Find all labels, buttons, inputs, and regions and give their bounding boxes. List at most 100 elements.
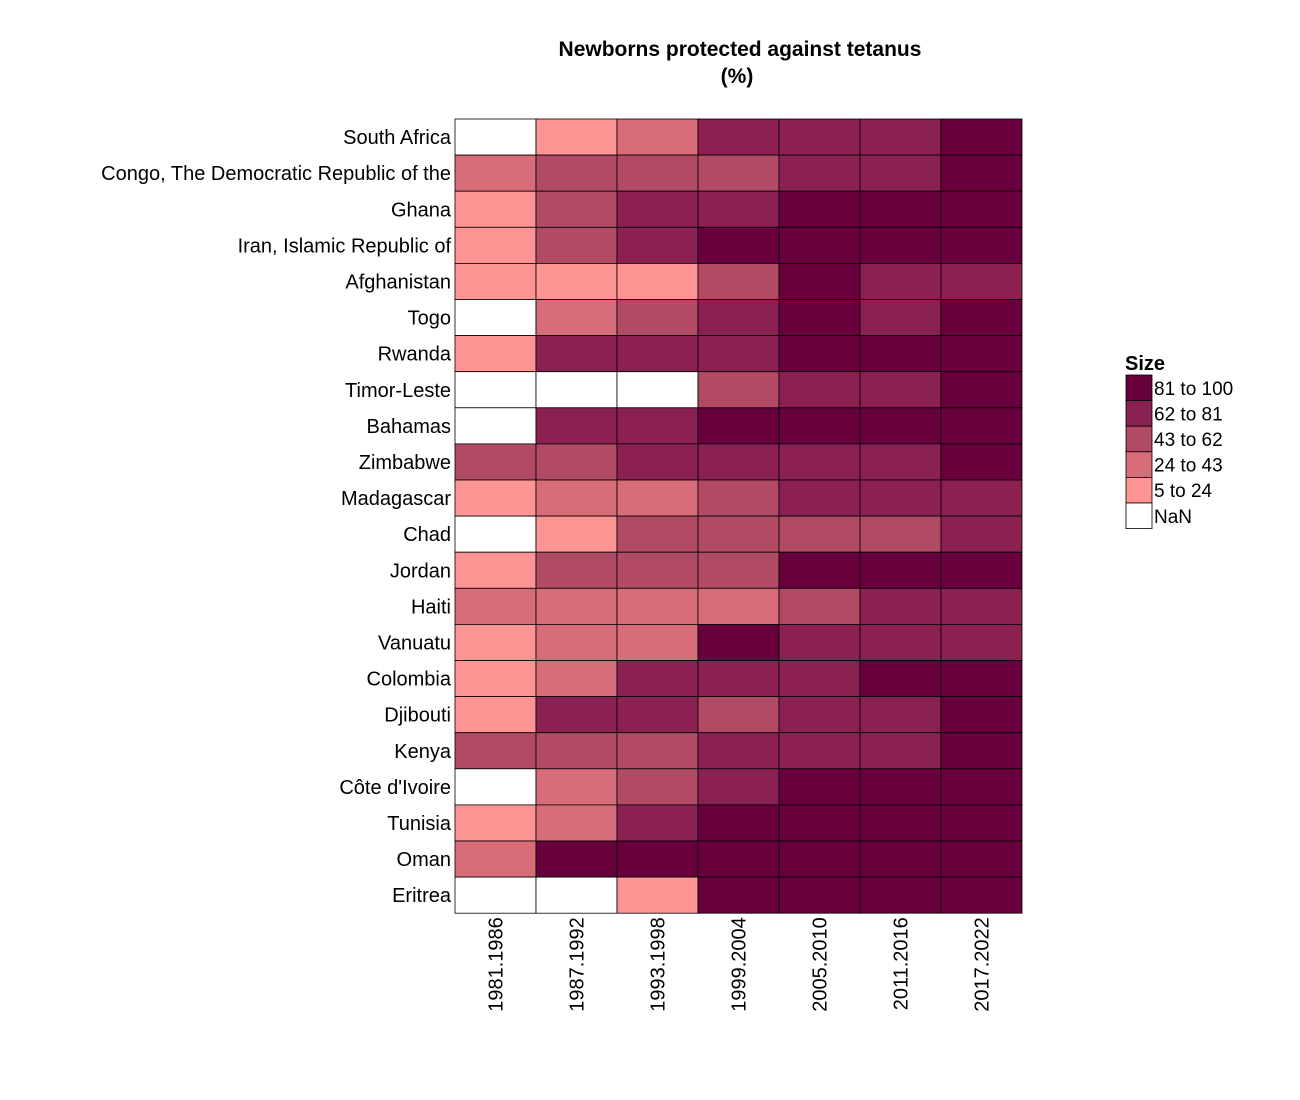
heatmap-cells xyxy=(454,118,1023,914)
heatmap-cell xyxy=(859,299,942,336)
heatmap-cell xyxy=(697,551,780,589)
heatmap-cell xyxy=(778,696,861,734)
heatmap-cell xyxy=(778,443,861,481)
legend-label: 62 to 81 xyxy=(1154,404,1223,425)
heatmap-cell xyxy=(940,479,1023,517)
column-labels: 1981.1986 1987.1992 1993.1998 1999.2004 2005… xyxy=(486,917,994,1012)
legend-swatch xyxy=(1125,451,1153,478)
column-label: 2017.2022 xyxy=(972,917,994,1012)
heatmap-cell xyxy=(859,118,942,156)
heatmap-cell xyxy=(616,660,699,697)
heatmap-cell xyxy=(778,515,861,553)
heatmap-cell xyxy=(778,154,861,192)
heatmap-cell xyxy=(454,515,537,553)
heatmap-cell xyxy=(859,624,942,661)
legend-title: Size xyxy=(1125,353,1165,375)
heatmap-cell xyxy=(859,660,942,697)
heatmap-cell xyxy=(454,335,537,373)
heatmap-cell xyxy=(454,587,537,625)
heatmap-cell xyxy=(454,768,537,806)
heatmap-cell xyxy=(535,768,618,806)
heatmap-cell xyxy=(940,515,1023,553)
column-label: 1987.1992 xyxy=(567,917,589,1012)
heatmap-cell xyxy=(454,551,537,589)
heatmap-cell xyxy=(535,154,618,192)
heatmap-cell xyxy=(940,732,1023,770)
heatmap-cell xyxy=(778,299,861,336)
column-label: 1999.2004 xyxy=(729,917,751,1012)
row-label: Chad xyxy=(403,524,451,546)
heatmap-cell xyxy=(535,371,618,409)
heatmap-cell xyxy=(535,515,618,553)
legend-swatch xyxy=(1125,476,1153,504)
heatmap-cell xyxy=(940,335,1023,373)
heatmap-cell xyxy=(859,587,942,625)
row-label: Iran, Islamic Republic of xyxy=(238,235,452,257)
heatmap-cell xyxy=(940,118,1023,156)
heatmap-cell xyxy=(778,660,861,697)
heatmap-cell xyxy=(535,299,618,336)
heatmap-cell xyxy=(454,154,537,192)
column-label: 2011.2016 xyxy=(891,917,913,1010)
row-label: Colombia xyxy=(367,669,452,691)
row-label: South Africa xyxy=(343,127,452,149)
row-label: Eritrea xyxy=(392,885,452,907)
heatmap-cell xyxy=(535,226,618,264)
heatmap-cell xyxy=(697,154,780,192)
heatmap-cell xyxy=(616,840,699,878)
chart-subtitle: (%) xyxy=(721,65,754,88)
heatmap-cell xyxy=(859,732,942,770)
heatmap-cell xyxy=(616,696,699,734)
heatmap-cell xyxy=(535,840,618,878)
row-label: Kenya xyxy=(394,741,452,763)
row-label: Madagascar xyxy=(341,488,451,510)
heatmap-cell xyxy=(940,226,1023,264)
heatmap-cell xyxy=(697,732,780,770)
heatmap-cell xyxy=(778,804,861,842)
heatmap-cell xyxy=(697,335,780,373)
heatmap-cell xyxy=(940,876,1023,914)
heatmap-cell xyxy=(940,154,1023,192)
heatmap-cell xyxy=(778,226,861,264)
heatmap-cell xyxy=(859,190,942,228)
heatmap-cell xyxy=(454,190,537,228)
heatmap-cell xyxy=(535,696,618,734)
heatmap-cell xyxy=(535,551,618,589)
heatmap-cell xyxy=(859,154,942,192)
heatmap-cell xyxy=(616,876,699,914)
row-label: Bahamas xyxy=(367,416,452,438)
row-label: Tunisia xyxy=(387,813,452,835)
legend-label: 24 to 43 xyxy=(1154,456,1223,477)
row-label: Afghanistan xyxy=(345,271,451,293)
heatmap-cell xyxy=(940,443,1023,481)
heatmap-cell xyxy=(940,262,1023,300)
legend-swatch xyxy=(1125,374,1153,402)
heatmap-cell xyxy=(454,299,537,336)
heatmap-cell xyxy=(535,804,618,842)
row-label: Togo xyxy=(408,308,451,330)
heatmap-cell xyxy=(778,407,861,445)
row-label: Oman xyxy=(397,849,451,871)
heatmap-cell xyxy=(859,876,942,914)
heatmap-cell xyxy=(454,696,537,734)
heatmap-cell xyxy=(535,262,618,300)
legend-swatch xyxy=(1125,502,1153,530)
heatmap-cell xyxy=(454,840,537,878)
heatmap-cell xyxy=(859,479,942,517)
heatmap-cell xyxy=(697,118,780,156)
heatmap-cell xyxy=(940,587,1023,625)
heatmap-cell xyxy=(697,190,780,228)
heatmap-cell xyxy=(535,876,618,914)
heatmap-cell xyxy=(535,443,618,481)
legend-swatch xyxy=(1125,425,1153,453)
heatmap-cell xyxy=(778,118,861,156)
heatmap-cell xyxy=(778,840,861,878)
heatmap-cell xyxy=(697,624,780,661)
heatmap-cell xyxy=(778,335,861,373)
row-labels: South Africa Congo, The Democratic Republ… xyxy=(101,127,452,907)
heatmap-cell xyxy=(697,768,780,806)
heatmap-cell xyxy=(454,479,537,517)
heatmap-cell xyxy=(616,335,699,373)
heatmap-cell xyxy=(616,443,699,481)
legend-label: 43 to 62 xyxy=(1154,430,1223,451)
